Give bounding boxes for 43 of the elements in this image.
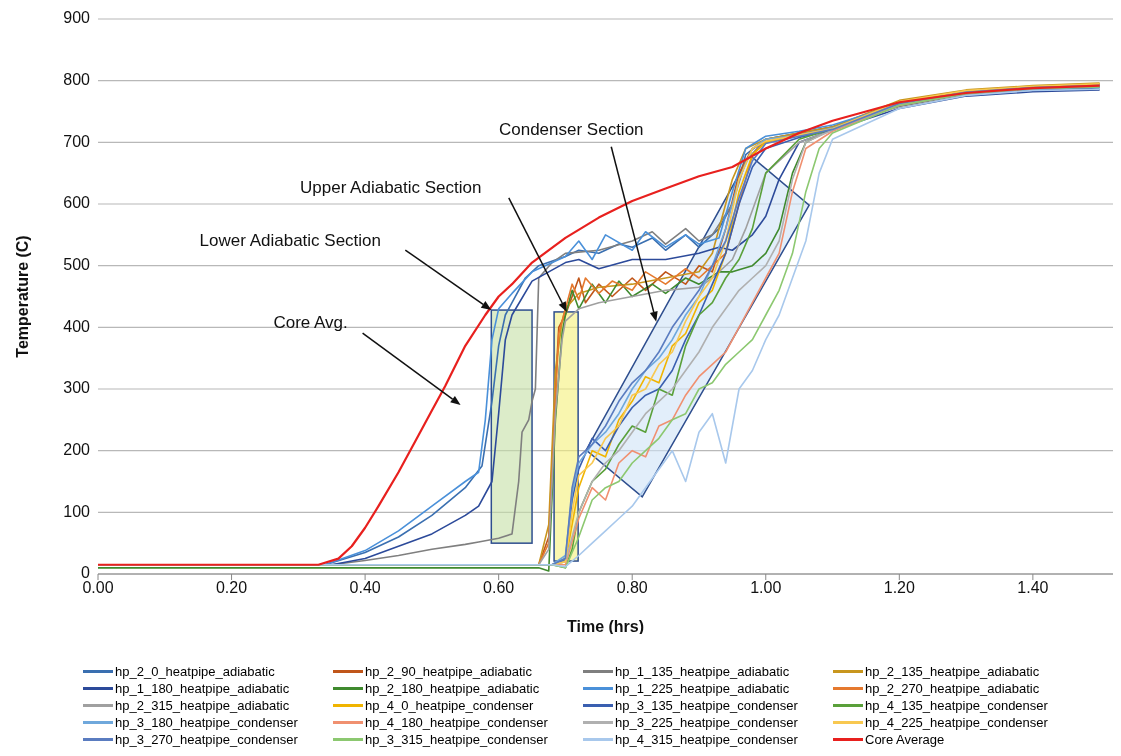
y-tick-label: 200 [63, 440, 91, 458]
x-tick-label: 0.60 [483, 579, 515, 597]
legend-label: hp_2_315_heatpipe_adiabatic [115, 698, 290, 713]
legend-label: hp_2_135_heatpipe_adiabatic [865, 664, 1040, 679]
y-tick-label: 500 [63, 255, 91, 273]
y-tick-label: 700 [63, 132, 91, 150]
legend-label: hp_3_270_heatpipe_condenser [115, 732, 298, 747]
x-tick-label: 1.40 [1017, 579, 1049, 597]
x-tick-label: 1.20 [883, 579, 915, 597]
y-axis-title: Temperature (C) [13, 235, 31, 358]
legend-label: hp_4_315_heatpipe_condenser [615, 732, 798, 747]
legend-label: hp_4_180_heatpipe_condenser [365, 715, 548, 730]
legend-label: hp_4_135_heatpipe_condenser [865, 698, 1048, 713]
y-tick-label: 400 [63, 317, 91, 335]
annotation: Upper Adiabatic Section [300, 178, 482, 198]
y-tick-label: 800 [63, 70, 91, 88]
x-tick-label: 0.20 [215, 579, 248, 597]
y-tick-label: 900 [63, 9, 91, 27]
x-tick-label: 0.40 [349, 579, 381, 597]
annotation: Lower Adiabatic Section [199, 230, 382, 250]
legend-label: Core Average [865, 732, 945, 747]
legend-label: hp_3_135_heatpipe_condenser [615, 698, 798, 713]
legend-label: hp_2_180_heatpipe_adiabatic [365, 681, 540, 696]
legend-label: hp_4_0_heatpipe_condenser [365, 698, 534, 713]
annotation: Condenser Section [498, 120, 644, 140]
legend-label: hp_3_315_heatpipe_condenser [365, 732, 548, 747]
x-tick-label: 1.00 [750, 579, 782, 597]
annotation: Core Avg. [273, 312, 348, 332]
legend-label: hp_1_135_heatpipe_adiabatic [615, 664, 790, 679]
legend-label: hp_3_180_heatpipe_condenser [115, 715, 298, 730]
legend-label: hp_1_225_heatpipe_adiabatic [615, 681, 790, 696]
y-tick-label: 0 [81, 564, 91, 582]
legend-label: hp_2_0_heatpipe_adiabatic [115, 664, 275, 679]
legend-label: hp_2_90_heatpipe_adiabatic [365, 664, 532, 679]
x-tick-label: 0.00 [82, 579, 114, 597]
legend-label: hp_1_180_heatpipe_adiabatic [115, 681, 290, 696]
y-tick-label: 100 [63, 502, 91, 520]
legend-label: hp_3_225_heatpipe_condenser [615, 715, 798, 730]
legend-label: hp_2_270_heatpipe_adiabatic [865, 681, 1040, 696]
x-tick-label: 0.80 [616, 579, 648, 597]
legend-label: hp_4_225_heatpipe_condenser [865, 715, 1048, 730]
y-tick-label: 600 [63, 194, 91, 212]
y-tick-label: 300 [63, 379, 91, 397]
